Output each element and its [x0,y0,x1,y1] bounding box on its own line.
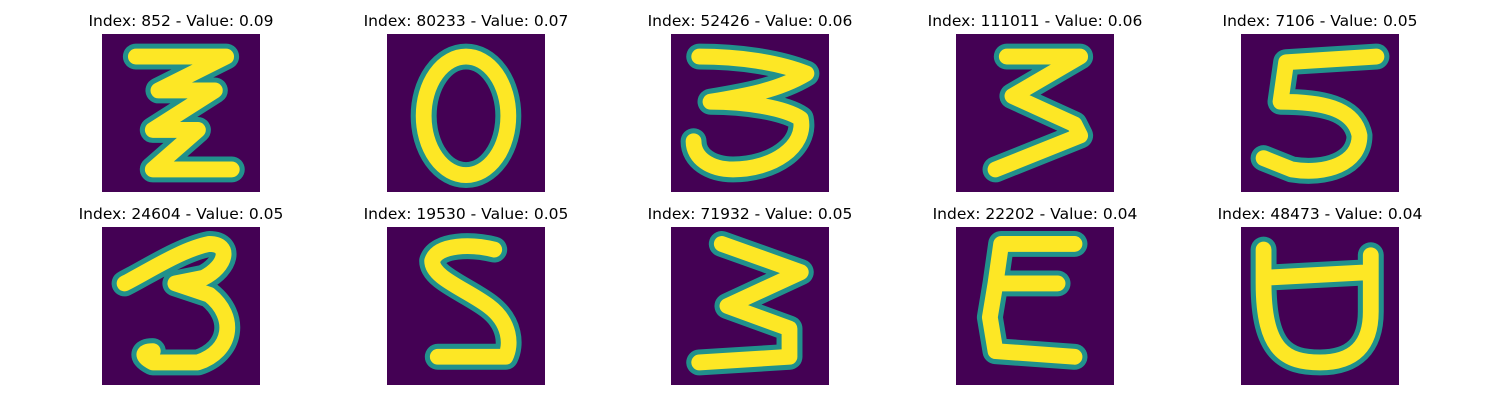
panel-4: Index: 111011 - Value: 0.06 [895,12,1175,192]
panel-title: Index: 71932 - Value: 0.05 [647,205,853,223]
panel-6: Index: 24604 - Value: 0.05 [41,205,321,385]
digit-image [956,227,1114,385]
digit-image [1241,227,1399,385]
panel-3: Index: 52426 - Value: 0.06 [610,12,890,192]
digit-image [387,34,545,192]
panel-title: Index: 22202 - Value: 0.04 [932,205,1138,223]
digit-image [671,34,829,192]
panel-title: Index: 852 - Value: 0.09 [88,12,274,30]
digit-image [671,227,829,385]
panel-8: Index: 71932 - Value: 0.05 [610,205,890,385]
panel-title: Index: 19530 - Value: 0.05 [363,205,569,223]
digit-image [102,34,260,192]
digit-image [956,34,1114,192]
digit-image [387,227,545,385]
panel-2: Index: 80233 - Value: 0.07 [326,12,606,192]
panel-title: Index: 24604 - Value: 0.05 [78,205,284,223]
panel-5: Index: 7106 - Value: 0.05 [1180,12,1460,192]
panel-title: Index: 48473 - Value: 0.04 [1217,205,1423,223]
panel-title: Index: 111011 - Value: 0.06 [927,12,1143,30]
panel-title: Index: 80233 - Value: 0.07 [363,12,569,30]
digit-image [102,227,260,385]
panel-9: Index: 22202 - Value: 0.04 [895,205,1175,385]
panel-title: Index: 52426 - Value: 0.06 [647,12,853,30]
digit-image [1241,34,1399,192]
panel-1: Index: 852 - Value: 0.09 [41,12,321,192]
panel-10: Index: 48473 - Value: 0.04 [1180,205,1460,385]
panel-7: Index: 19530 - Value: 0.05 [326,205,606,385]
panel-title: Index: 7106 - Value: 0.05 [1222,12,1418,30]
